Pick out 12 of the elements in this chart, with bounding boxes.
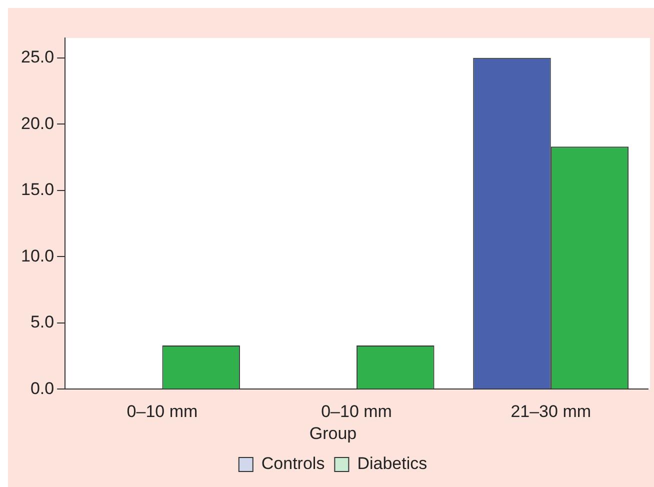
y-tick-label: 20.0 <box>20 114 54 133</box>
legend-label: Diabetics <box>357 454 428 474</box>
legend-label: Controls <box>261 454 325 474</box>
x-tick-label: 0–10 mm <box>321 402 392 422</box>
x-tick-label: 0–10 mm <box>126 402 198 422</box>
y-tick-label: 25.0 <box>20 48 54 67</box>
legend-title: Group <box>309 424 357 443</box>
x-tick-label: 21–30 mm <box>510 402 592 422</box>
y-tick-label: 15.0 <box>20 180 54 200</box>
y-tick-label: 0.0 <box>30 378 54 398</box>
y-tick-label: 10.0 <box>20 246 54 266</box>
y-tick-label: 5.0 <box>30 312 54 332</box>
